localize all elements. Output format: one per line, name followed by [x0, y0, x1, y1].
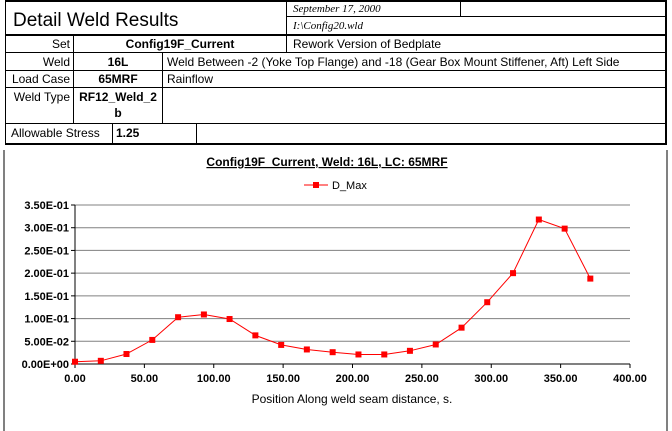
loadcase-value: 65MRF [98, 72, 138, 86]
data-point [278, 341, 285, 348]
data-point [149, 336, 156, 343]
divider [460, 0, 461, 17]
report-date: September 17, 2000 [293, 3, 381, 15]
data-point [97, 357, 104, 364]
data-point [200, 311, 207, 318]
y-tick-label: 1.00E-01 [24, 314, 69, 326]
chart-legend: D_Max [304, 180, 367, 192]
row-divider [5, 87, 667, 88]
weld-description: Weld Between -2 (Yoke Top Flange) and -1… [167, 55, 620, 69]
row-divider [5, 123, 667, 124]
data-point [303, 346, 310, 353]
weldtype-value-wrap: b [114, 106, 122, 120]
loadcase-description: Rainflow [167, 72, 214, 86]
data-point [72, 358, 78, 365]
weld-chart: Config19F_Current, Weld: 16L, LC: 65MRF … [3, 150, 668, 431]
data-point [226, 316, 233, 323]
y-axis-ticks: 0.00E+00 5.00E-02 1.00E-01 1.50E-01 2.00E-01… [22, 200, 75, 371]
x-tick-label: 250.00 [405, 373, 439, 385]
x-tick-label: 200.00 [336, 373, 370, 385]
data-point [510, 270, 517, 277]
x-tick-label: 100.00 [197, 373, 231, 385]
border-left [5, 0, 6, 145]
y-tick-label: 5.00E-02 [24, 336, 69, 348]
set-label: Set [51, 37, 70, 51]
weldtype-value: RF12_Weld_2 [79, 90, 157, 104]
chart-series [72, 216, 594, 365]
row-divider [5, 70, 667, 71]
weld-label: Weld [42, 55, 70, 69]
weld-value: 16L [107, 55, 129, 69]
x-tick-label: 400.00 [613, 373, 647, 385]
legend-marker [313, 182, 319, 188]
legend-label: D_Max [332, 180, 367, 192]
data-point [587, 275, 594, 282]
allowable-stress-value: 1.25 [116, 126, 140, 140]
border-right [665, 0, 667, 145]
data-point [561, 225, 568, 232]
data-point [484, 299, 491, 306]
data-point [355, 351, 362, 358]
chart-gridlines [75, 204, 630, 342]
data-point [432, 341, 439, 348]
report-file: I:\Config20.wld [293, 20, 363, 32]
report-header: Detail Weld Results September 17, 2000 I… [5, 0, 667, 145]
weldtype-label: Weld Type [13, 90, 70, 104]
divider [286, 0, 287, 34]
data-point [123, 351, 130, 358]
x-tick-label: 300.00 [474, 373, 508, 385]
data-point [535, 216, 542, 223]
border-bottom [5, 143, 667, 145]
chart-axes [74, 205, 630, 365]
col-divider [196, 123, 197, 144]
x-axis-label: Position Along weld seam distance, s. [252, 392, 453, 406]
data-point [329, 349, 336, 356]
x-tick-label: 150.00 [266, 373, 300, 385]
y-tick-label: 1.50E-01 [24, 291, 69, 303]
data-point [381, 351, 388, 358]
y-tick-label: 2.50E-01 [24, 245, 69, 257]
data-point [458, 324, 465, 331]
x-tick-label: 50.00 [131, 373, 159, 385]
loadcase-label: Load Case [11, 72, 70, 86]
col-divider [112, 123, 113, 144]
page-title: Detail Weld Results [13, 10, 179, 31]
x-tick-label: 0.00 [64, 373, 85, 385]
x-tick-label: 350.00 [544, 373, 578, 385]
y-tick-label: 0.00E+00 [22, 359, 69, 371]
data-point [252, 332, 259, 339]
x-axis-ticks: 0.00 50.00 100.00 150.00 200.00 250.00 300.00 3… [64, 364, 647, 385]
col-divider [286, 34, 287, 52]
y-tick-label: 3.50E-01 [24, 200, 69, 212]
y-tick-label: 2.00E-01 [24, 268, 69, 280]
border-top [5, 0, 667, 2]
data-point [175, 314, 182, 321]
y-tick-label: 3.00E-01 [24, 223, 69, 235]
row-divider [5, 34, 667, 36]
set-value: Config19F_Current [125, 37, 235, 51]
set-description: Rework Version of Bedplate [293, 37, 442, 51]
allowable-stress-label: Allowable Stress [11, 126, 100, 140]
divider [286, 16, 666, 17]
col-divider [162, 52, 163, 123]
chart-title: Config19F_Current, Weld: 16L, LC: 65MRF [206, 155, 447, 169]
row-divider [5, 52, 667, 53]
col-divider [73, 34, 74, 123]
data-point [406, 347, 413, 354]
